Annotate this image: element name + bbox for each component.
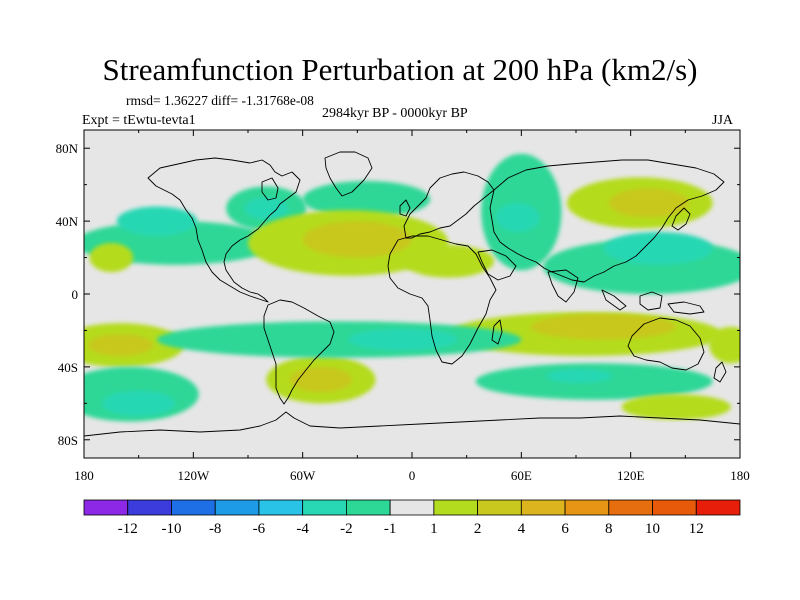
period-label: 2984kyr BP - 0000kyr BP <box>322 106 468 121</box>
lon-tick-label: 120E <box>617 468 645 483</box>
anomaly-region <box>546 368 613 384</box>
lon-tick-label: 180 <box>730 468 750 483</box>
colorbar-label: -4 <box>296 521 309 537</box>
anomaly-region <box>530 314 677 340</box>
coastline-antarctica <box>84 411 740 437</box>
anomaly-region <box>244 197 289 220</box>
lon-tick-label: 180 <box>74 468 94 483</box>
colorbar-swatch <box>345 499 391 516</box>
colorbar-swatch <box>171 499 216 516</box>
lon-tick-label: 0 <box>409 468 416 483</box>
coastline-india <box>547 269 579 303</box>
colorbar: -12 -10 -8 -6 -4 -2 -1 1 2 4 6 8 10 12 <box>83 499 741 537</box>
anomaly-region <box>116 206 197 236</box>
colorbar-label: 1 <box>430 521 438 537</box>
anomaly-region <box>302 181 431 218</box>
colorbar-label: 2 <box>474 521 482 537</box>
experiment-label: Expt = tEwtu-tevta1 <box>82 113 196 128</box>
anomaly-region <box>87 334 154 356</box>
colorbar-swatch <box>302 499 347 516</box>
colorbar-swatch <box>127 499 172 516</box>
coastline-borneo <box>639 291 663 311</box>
coastline-north-america <box>147 157 301 303</box>
lat-tick-label: 40S <box>58 360 78 375</box>
colorbar-swatch <box>214 499 260 516</box>
anomaly-region <box>156 321 522 358</box>
colorbar-label: 6 <box>561 521 569 537</box>
longitude-axis: 180 120W 60W 0 60E 120E 180 <box>74 130 750 483</box>
coastline-britain <box>399 199 411 217</box>
anomaly-region <box>348 328 458 351</box>
coastline-madagascar <box>491 319 503 345</box>
lon-tick-label: 60W <box>290 468 316 483</box>
lat-tick-label: 40N <box>56 214 79 229</box>
coastline-arabia <box>477 249 517 281</box>
anomaly-region <box>402 244 495 278</box>
colorbar-label: -8 <box>209 521 222 537</box>
colorbar-swatch <box>695 499 741 516</box>
colorbar-swatch <box>520 499 566 516</box>
colorbar-swatch <box>477 499 522 516</box>
anomaly-region <box>621 394 731 420</box>
colorbar-label: 8 <box>605 521 613 537</box>
anomaly-region <box>289 366 352 393</box>
coastline-south-america <box>263 299 335 405</box>
coastline-new-zealand <box>713 361 727 383</box>
colorbar-swatch <box>433 499 479 516</box>
coastline-sumatra <box>601 289 627 311</box>
colorbar-swatch <box>608 499 653 516</box>
coastline-australia <box>627 317 705 371</box>
colorbar-label: -2 <box>340 521 353 537</box>
colorbar-label: 10 <box>645 521 660 537</box>
anomaly-region <box>302 221 413 258</box>
colorbar-swatch <box>258 499 304 516</box>
lat-tick-label: 80N <box>56 141 79 156</box>
colorbar-label: 12 <box>689 521 704 537</box>
anomaly-region <box>709 326 740 364</box>
lon-tick-label: 60E <box>511 468 532 483</box>
stats-label: rmsd= 1.36227 diff= -1.31768e-08 <box>126 93 314 108</box>
colorbar-label: 4 <box>518 521 526 537</box>
coastline-greenland <box>324 151 373 197</box>
anomaly-layer <box>84 153 740 422</box>
anomaly-region <box>495 202 540 233</box>
lat-tick-label: 0 <box>72 287 79 302</box>
coastline-japan <box>671 207 691 231</box>
coastline-africa <box>387 235 497 365</box>
colorbar-swatch <box>389 499 435 516</box>
colorbar-swatch <box>564 499 610 516</box>
coastline-layer <box>84 151 740 437</box>
lat-tick-label: 80S <box>58 433 78 448</box>
anomaly-region <box>102 390 176 417</box>
coastline-hudson <box>261 177 279 201</box>
colorbar-label: -10 <box>161 521 181 537</box>
colorbar-swatch <box>83 499 129 516</box>
latitude-axis: 80N 40N 0 40S 80S <box>56 141 740 448</box>
colorbar-swatch <box>652 499 697 516</box>
coastline-new-guinea <box>667 301 705 315</box>
anomaly-region <box>608 188 689 218</box>
colorbar-label: -1 <box>384 521 397 537</box>
anomaly-region <box>603 232 713 265</box>
colorbar-label: -12 <box>118 521 138 537</box>
coastline-asia <box>489 159 725 283</box>
colorbar-label: -6 <box>253 521 266 537</box>
anomaly-region <box>89 242 134 273</box>
coastline-europe <box>403 171 495 239</box>
season-label: JJA <box>712 113 734 128</box>
page-title: Streamfunction Perturbation at 200 hPa (… <box>102 52 698 87</box>
lon-tick-label: 120W <box>177 468 210 483</box>
